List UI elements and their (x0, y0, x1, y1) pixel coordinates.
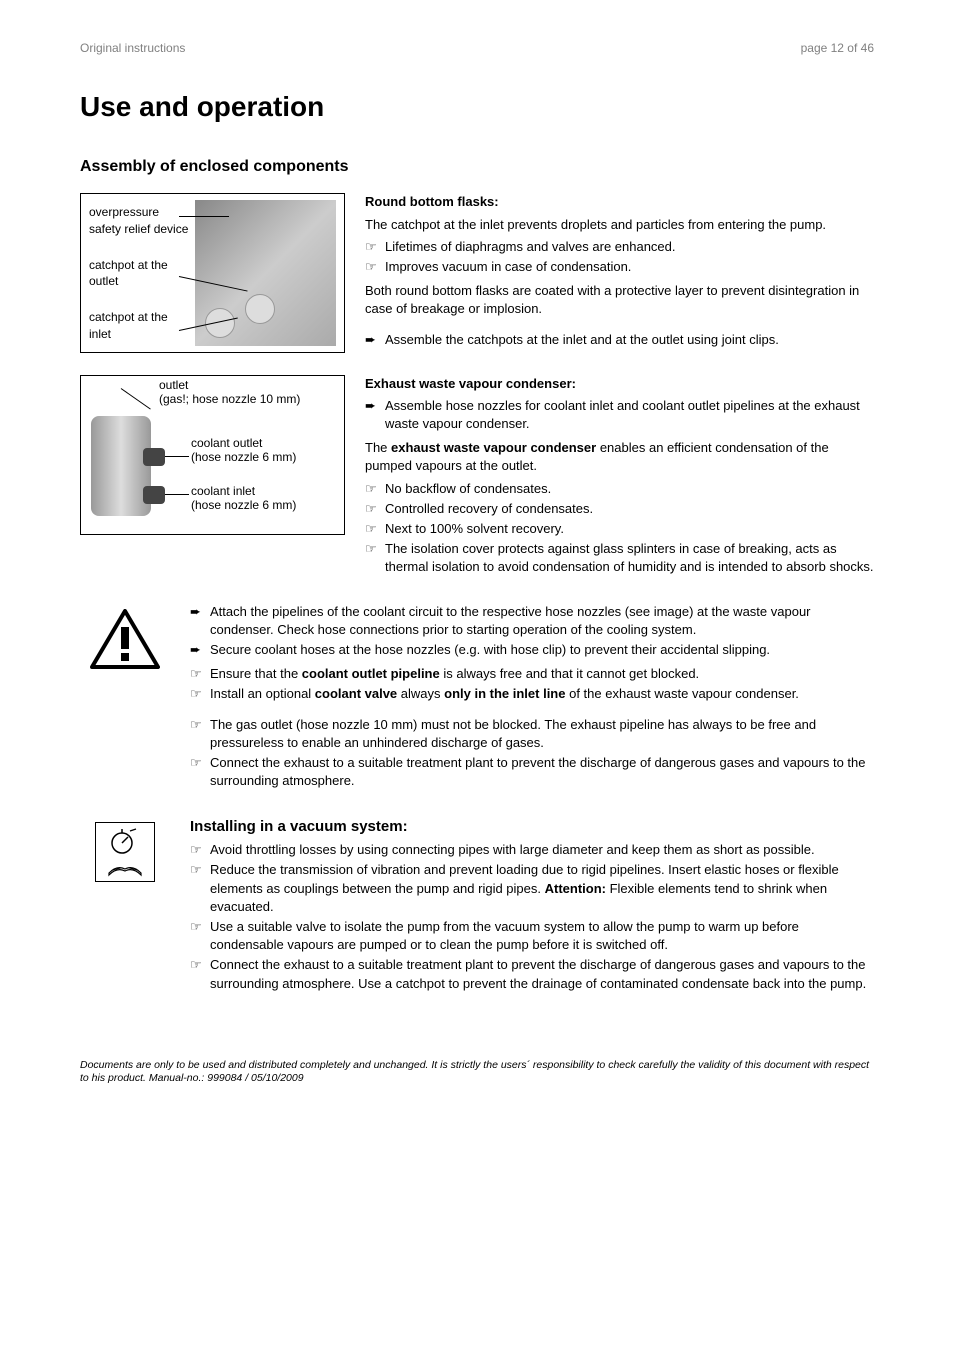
flask-icon (245, 294, 275, 324)
header-left: Original instructions (80, 40, 185, 57)
row-diagram2: outlet (gas!; hose nozzle 10 mm) coolant… (80, 375, 874, 583)
clock-read-icon (95, 822, 155, 882)
nozzle-icon (143, 486, 165, 504)
footer-text: Documents are only to be used and distri… (80, 1059, 874, 1086)
ex-b3: Next to 100% solvent recovery. (365, 520, 874, 538)
diagram-condenser: outlet (gas!; hose nozzle 10 mm) coolant… (80, 375, 345, 535)
ex-b1: No backflow of condensates. (365, 480, 874, 498)
w-b2: Install an optional coolant valve always… (190, 685, 874, 703)
diagram1-label2: catchpot at the outlet (89, 257, 189, 291)
ex-p1a: The (365, 440, 391, 455)
row-diagram1: overpressure safety relief device catchp… (80, 193, 874, 354)
d2-coolant-out: coolant outlet (hose nozzle 6 mm) (191, 436, 296, 465)
page-header: Original instructions page 12 of 46 (80, 40, 874, 57)
header-right: page 12 of 46 (801, 40, 874, 57)
pump-photo (195, 200, 336, 346)
w-a2: Secure coolant hoses at the hose nozzles… (190, 641, 874, 659)
nozzle-icon (143, 448, 165, 466)
inst-b3: Use a suitable valve to isolate the pump… (190, 918, 874, 954)
round-bottom-section: Round bottom flasks: The catchpot at the… (365, 193, 874, 354)
d2-cout-sub: (hose nozzle 6 mm) (191, 450, 296, 464)
leader-line (121, 388, 151, 409)
rb-a1: Assemble the catchpots at the inlet and … (365, 331, 874, 349)
ex-a1: Assemble hose nozzles for coolant inlet … (365, 397, 874, 433)
exhaust-heading: Exhaust waste vapour condenser: (365, 376, 576, 391)
diagram1-label3: catchpot at the inlet (89, 309, 189, 343)
w-b1: Ensure that the coolant outlet pipeline … (190, 665, 874, 683)
leader-line (179, 216, 229, 217)
icon-col-clock (80, 816, 170, 882)
w-b1a: Ensure that the (210, 666, 302, 681)
diagram-catchpots: overpressure safety relief device catchp… (80, 193, 345, 353)
exhaust-section: Exhaust waste vapour condenser: Assemble… (365, 375, 874, 583)
w-b2c: always (397, 686, 444, 701)
d2-outlet-label: outlet (159, 378, 188, 392)
round-bottom-heading: Round bottom flasks: (365, 194, 499, 209)
d2-cin-sub: (hose nozzle 6 mm) (191, 498, 296, 512)
w-b2b: coolant valve (315, 686, 397, 701)
stopwatch-icon (110, 827, 140, 855)
w-b2d: only in the inlet line (444, 686, 565, 701)
d2-cout-label: coolant outlet (191, 436, 262, 450)
diagram1-label1: overpressure safety relief device (89, 204, 189, 238)
w-b4: Connect the exhaust to a suitable treatm… (190, 754, 874, 790)
leader-line (165, 494, 189, 495)
pages-icon (107, 859, 143, 877)
rb-p2: Both round bottom flasks are coated with… (365, 282, 874, 318)
d2-outlet: outlet (gas!; hose nozzle 10 mm) (159, 378, 300, 407)
ex-p1: The exhaust waste vapour condenser enabl… (365, 439, 874, 475)
ex-b4: The isolation cover protects against gla… (365, 540, 874, 576)
w-b1c: is always free and that it cannot get bl… (440, 666, 699, 681)
condenser-body (91, 416, 151, 516)
w-b1b: coolant outlet pipeline (302, 666, 440, 681)
assembly-heading: Assembly of enclosed components (80, 156, 874, 178)
inst-b1: Avoid throttling losses by using connect… (190, 841, 874, 859)
inst-b2b: Attention: (545, 881, 606, 896)
inst-b4: Connect the exhaust to a suitable treatm… (190, 956, 874, 992)
w-b2a: Install an optional (210, 686, 315, 701)
d2-cin-label: coolant inlet (191, 484, 255, 498)
warning-content: Attach the pipelines of the coolant circ… (190, 603, 874, 797)
installing-section: Installing in a vacuum system: Avoid thr… (80, 816, 874, 999)
rb-b2: Improves vacuum in case of condensation. (365, 258, 874, 276)
leader-line (165, 456, 189, 457)
ex-p1b: exhaust waste vapour condenser (391, 440, 596, 455)
rb-b1: Lifetimes of diaphragms and valves are e… (365, 238, 874, 256)
installing-heading: Installing in a vacuum system: (190, 816, 874, 837)
d2-outlet-sub: (gas!; hose nozzle 10 mm) (159, 392, 300, 406)
rb-p1: The catchpot at the inlet prevents dropl… (365, 216, 874, 234)
w-b3: The gas outlet (hose nozzle 10 mm) must … (190, 716, 874, 752)
inst-b2: Reduce the transmission of vibration and… (190, 861, 874, 916)
d2-coolant-in: coolant inlet (hose nozzle 6 mm) (191, 484, 296, 513)
warning-triangle-icon (90, 609, 160, 669)
installing-content: Installing in a vacuum system: Avoid thr… (190, 816, 874, 999)
w-a1: Attach the pipelines of the coolant circ… (190, 603, 874, 639)
icon-col-warning (80, 603, 170, 669)
w-b2e: of the exhaust waste vapour condenser. (565, 686, 798, 701)
page-title: Use and operation (80, 87, 874, 126)
warning-section: Attach the pipelines of the coolant circ… (80, 603, 874, 797)
ex-b2: Controlled recovery of condensates. (365, 500, 874, 518)
